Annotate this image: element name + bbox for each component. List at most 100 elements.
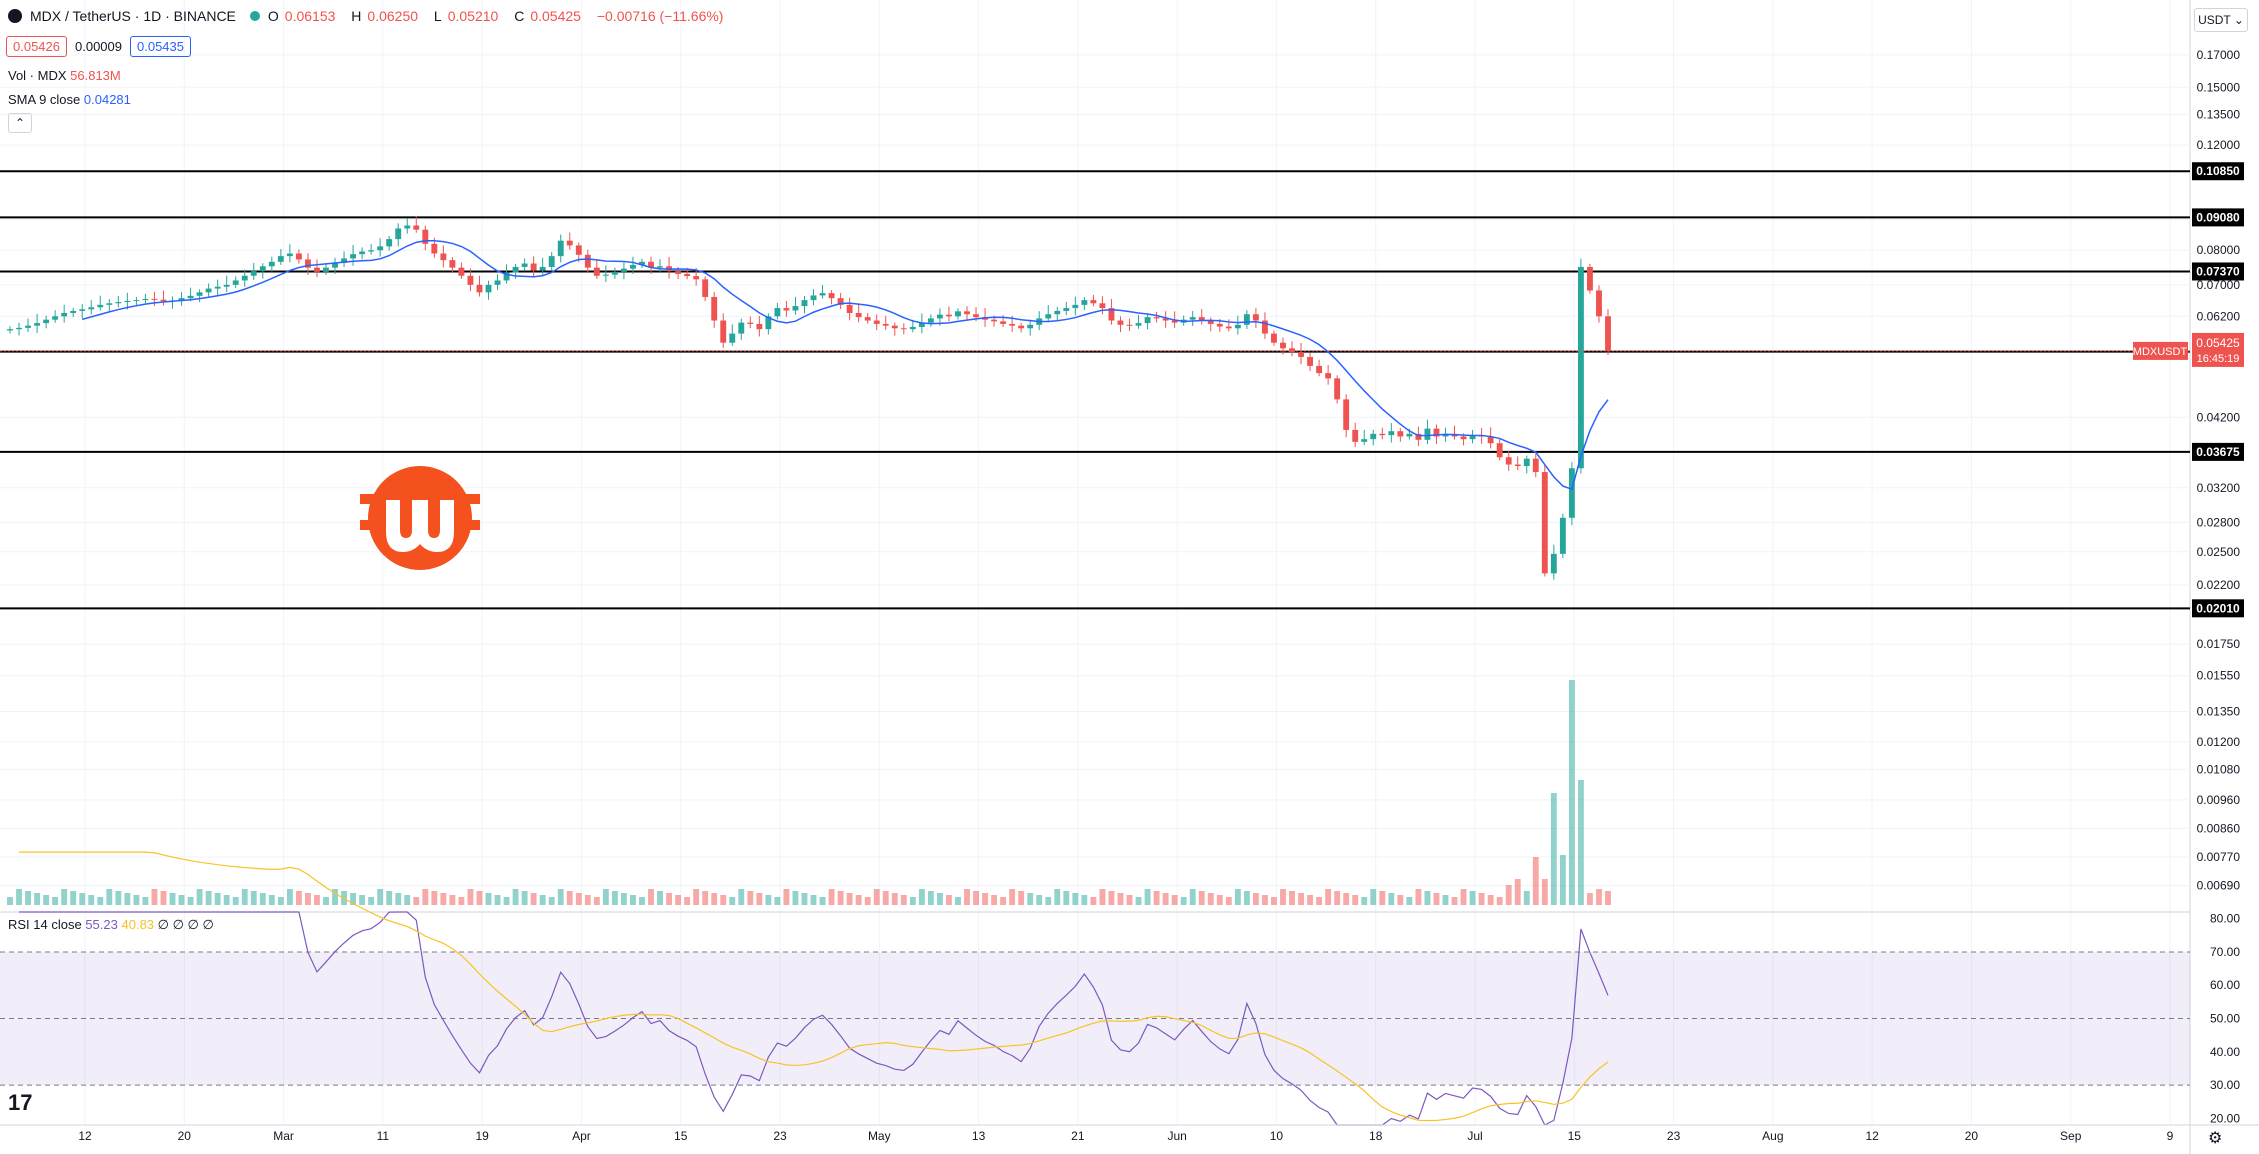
candle-body: [151, 298, 158, 300]
volume-bar: [368, 897, 375, 905]
price-axis-label: 0.04200: [2197, 410, 2241, 424]
candle-body: [927, 318, 934, 323]
volume-bar: [611, 891, 618, 905]
volume-bar: [241, 889, 248, 905]
volume-legend[interactable]: Vol · MDX 56.813M: [8, 68, 121, 83]
volume-bar: [1397, 895, 1404, 905]
volume-bar: [133, 895, 140, 905]
volume-bar: [286, 889, 293, 905]
candle-body: [702, 279, 709, 297]
candle-body: [837, 298, 844, 305]
time-axis-label: Sep: [2060, 1129, 2082, 1143]
time-axis-label: 21: [1071, 1129, 1085, 1143]
volume-bar: [476, 891, 483, 905]
candle-body: [268, 261, 275, 267]
volume-bar: [1280, 889, 1286, 905]
candle-body: [936, 314, 943, 319]
candle-body: [1550, 553, 1557, 574]
candle-body: [1162, 318, 1169, 321]
candle-body: [34, 323, 41, 326]
price-axis-label: 0.13500: [2197, 108, 2241, 122]
market-open-icon: [249, 11, 260, 21]
volume-bar: [819, 897, 826, 905]
volume-bar: [1442, 895, 1449, 905]
volume-bar: [1406, 897, 1413, 905]
volume-bar: [991, 895, 998, 905]
volume-bar: [259, 893, 266, 905]
volume-bar: [332, 889, 338, 905]
sell-price-button[interactable]: 0.05426: [6, 36, 67, 57]
volume-bar: [1523, 891, 1530, 905]
rsi-axis-label: 70.00: [2210, 945, 2240, 959]
volume-bar: [304, 893, 311, 905]
volume-bar: [151, 889, 158, 905]
volume-bar: [882, 891, 889, 905]
candle-body: [882, 323, 889, 326]
volume-bar: [756, 893, 763, 905]
candle-body: [900, 328, 907, 330]
volume-bar: [61, 889, 68, 905]
currency-unit-dropdown[interactable]: USDT ⌄: [2194, 8, 2248, 32]
volume-bar: [1090, 897, 1097, 905]
candle-body: [1045, 314, 1052, 319]
candle-body: [521, 263, 528, 267]
volume-bar: [846, 893, 853, 905]
settings-gear-icon[interactable]: ⚙: [2208, 1130, 2223, 1147]
candle-body: [286, 253, 293, 257]
sma-legend[interactable]: SMA 9 close 0.04281: [8, 92, 131, 107]
price-axis-label: 0.02500: [2197, 545, 2241, 559]
volume-bar: [377, 889, 384, 905]
rsi-legend[interactable]: RSI 14 close 55.23 40.83 ∅ ∅ ∅ ∅: [8, 917, 214, 932]
collapse-legend-button[interactable]: ⌃: [8, 113, 32, 133]
volume-bar: [1036, 895, 1043, 905]
candle-body: [1541, 472, 1548, 574]
volume-bar: [214, 893, 221, 905]
candle-body: [341, 258, 347, 263]
candle-body: [422, 229, 429, 244]
volume-bar: [413, 897, 420, 905]
volume-bar: [494, 895, 501, 905]
symbol-title[interactable]: MDX / TetherUS · 1D · BINANCE: [30, 8, 236, 24]
time-axis-label: 20: [1965, 1129, 1979, 1143]
candle-body: [1433, 428, 1440, 437]
price-axis-label: 0.01750: [2197, 637, 2241, 651]
volume-bar: [593, 897, 600, 905]
volume-bar: [810, 895, 817, 905]
candle-body: [1054, 310, 1061, 315]
tradingview-logo[interactable]: 17: [8, 1090, 33, 1115]
candle-body: [1406, 433, 1413, 437]
volume-bar: [973, 891, 979, 905]
volume-bar: [512, 889, 519, 905]
price-axis-label: 0.08000: [2197, 243, 2241, 257]
candle-body: [1261, 320, 1268, 334]
volume-bar: [801, 893, 808, 905]
volume-bar: [684, 897, 691, 905]
candle-body: [232, 280, 239, 285]
volume-bar: [187, 897, 194, 905]
candle-body: [295, 253, 302, 260]
volume-bar: [1298, 893, 1304, 905]
volume-bar: [295, 891, 302, 905]
buy-price-button[interactable]: 0.05435: [130, 36, 191, 57]
time-axis-label: 19: [475, 1129, 489, 1143]
candle-body: [955, 311, 961, 317]
volume-bar: [1487, 895, 1494, 905]
candle-body: [1234, 324, 1241, 329]
candle-body: [458, 267, 465, 276]
volume-bar: [1189, 889, 1196, 905]
candle-body: [1153, 317, 1160, 319]
volume-bar: [1289, 891, 1295, 905]
volume-bar: [1261, 895, 1268, 905]
volume-bar: [314, 895, 320, 905]
ohlc-values: O 0.06153 H 0.06250 L 0.05210 C 0.05425 −0.0…: [267, 8, 724, 24]
candle-body: [16, 327, 22, 330]
candle-body: [1027, 324, 1034, 329]
volume-bar: [900, 895, 907, 905]
price-axis-label: 0.17000: [2197, 48, 2241, 62]
volume-bar: [1135, 897, 1142, 905]
time-axis-label: 13: [972, 1129, 986, 1143]
volume-bar: [1225, 897, 1232, 905]
volume-bar: [1072, 893, 1079, 905]
candle-body: [991, 319, 998, 322]
